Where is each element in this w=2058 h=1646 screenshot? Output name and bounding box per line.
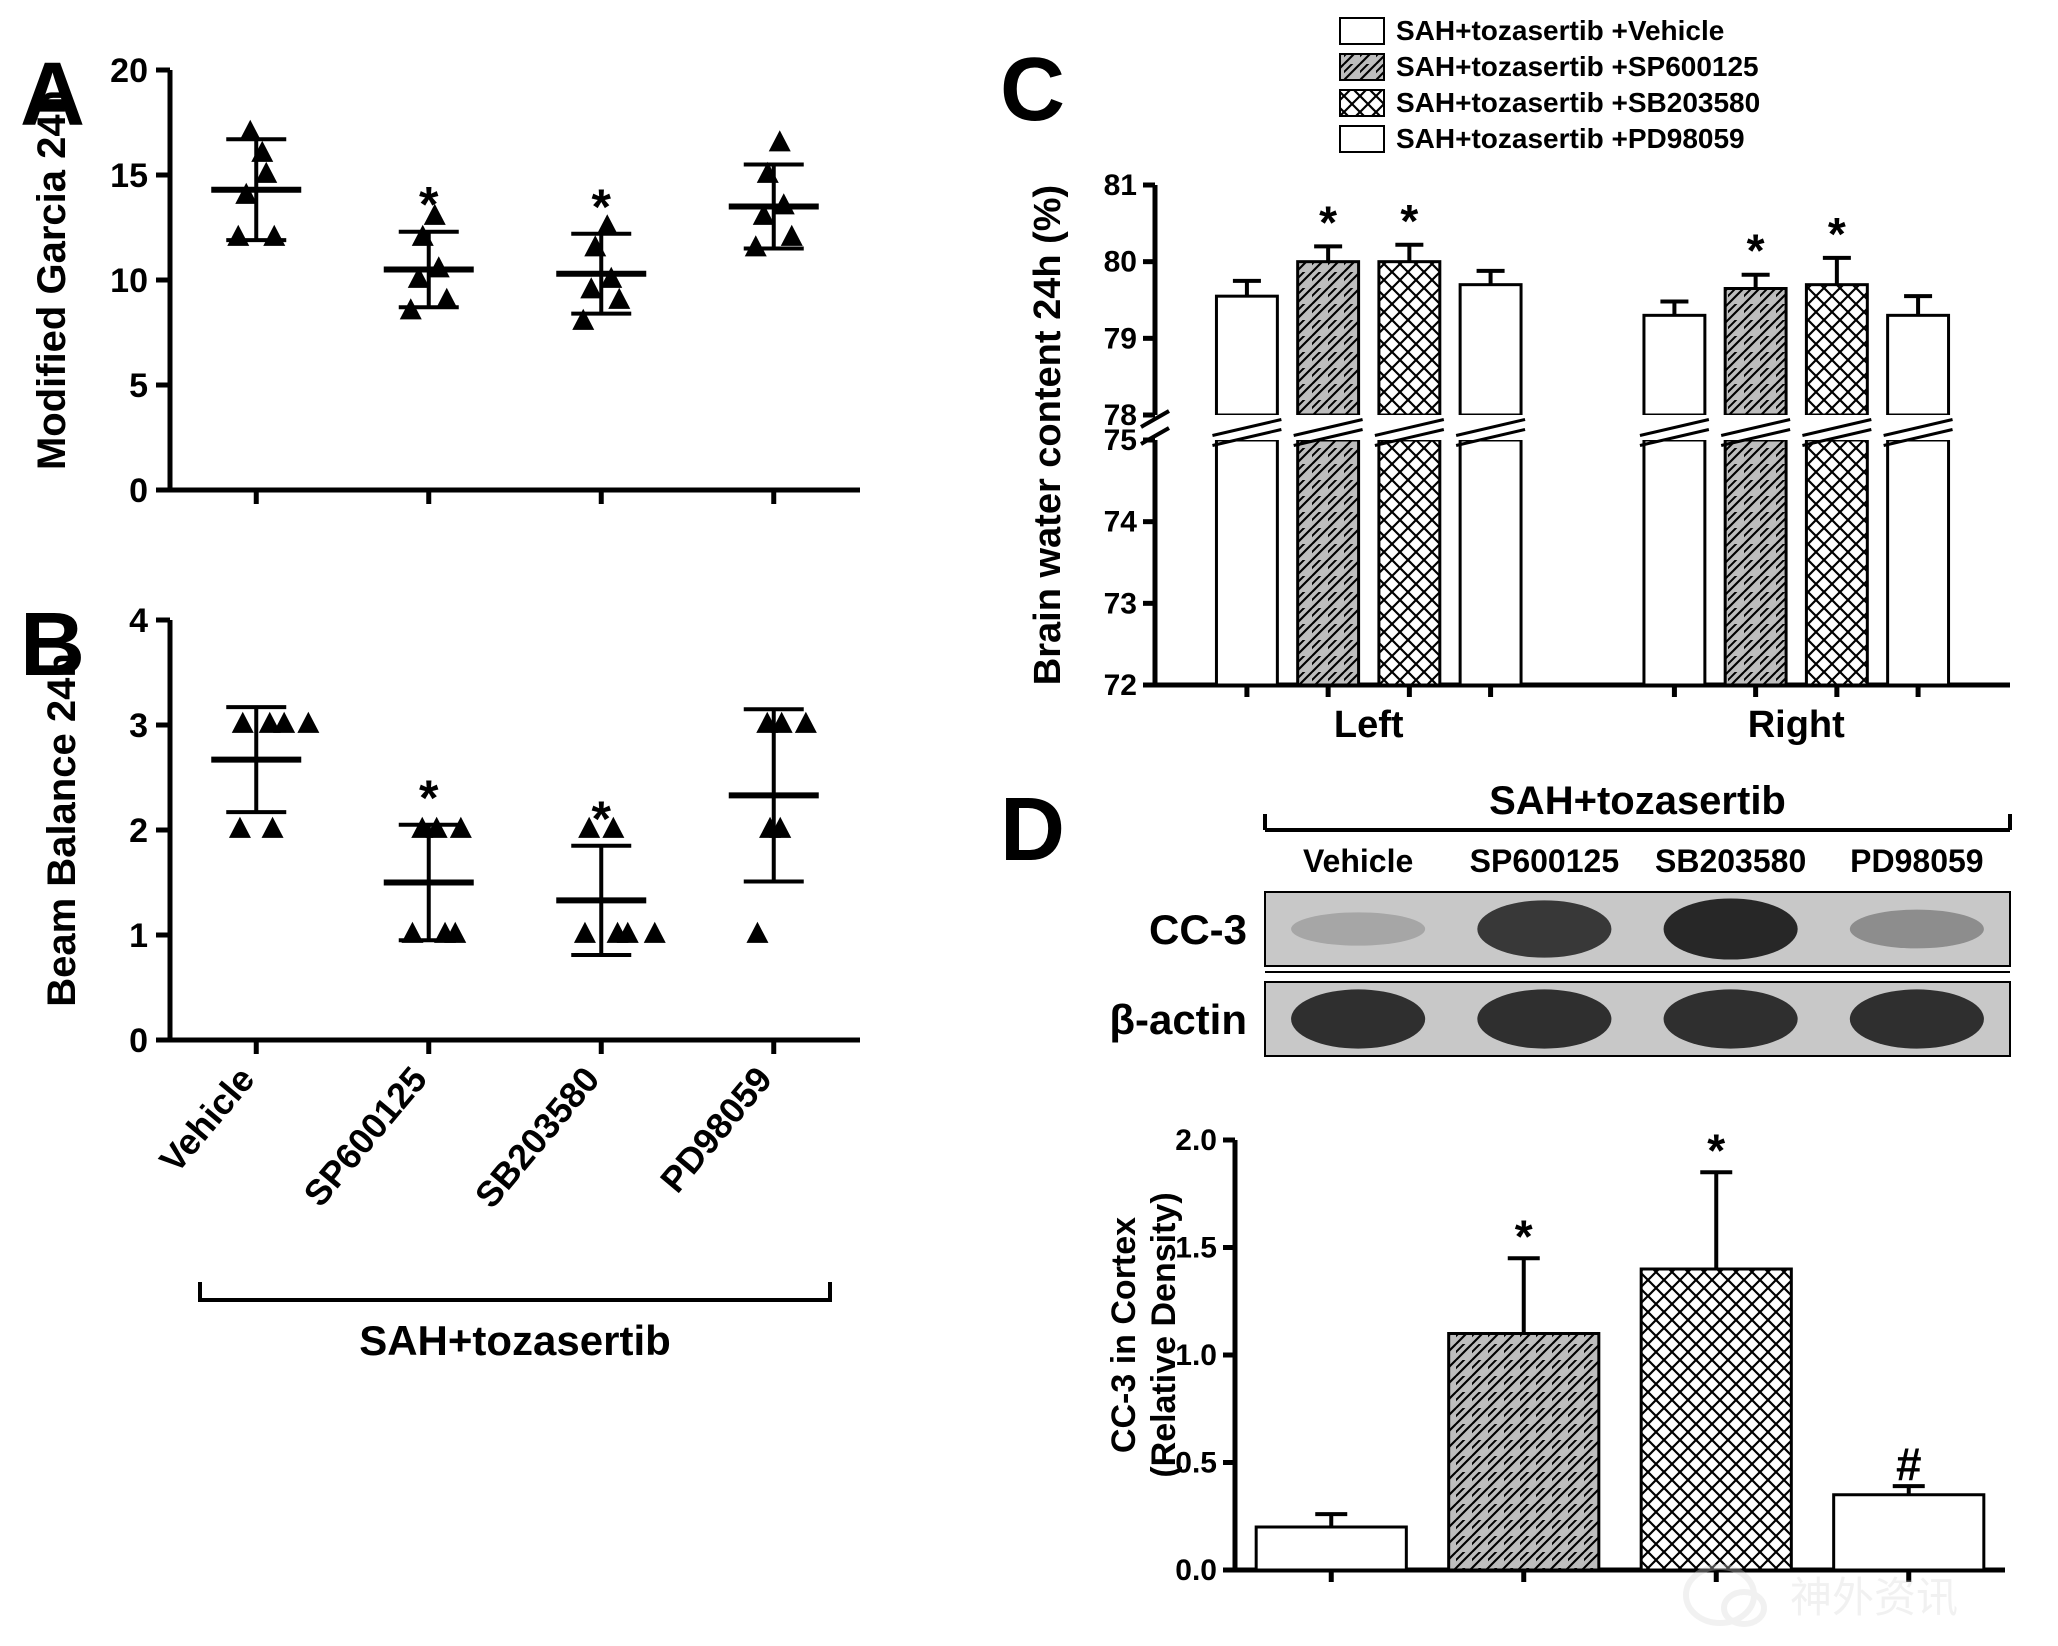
figure-root: A05101520Modified Garcia 24h**B01234Beam… — [0, 0, 2058, 1646]
panel-b-ytick: 0 — [129, 1022, 148, 1060]
panel-b-sig: * — [419, 770, 439, 826]
panel-d-lane: SP600125 — [1470, 843, 1619, 879]
panel-c-ylabel: Brain water content 24h (%) — [1027, 185, 1069, 685]
panel-d-group-title: SAH+tozasertib — [1489, 779, 1786, 823]
panel-c-bar — [1806, 285, 1867, 415]
panel-b-ylabel: Beam Balance 24h — [40, 653, 84, 1007]
panel-c-bar — [1888, 315, 1949, 415]
legend: SAH+tozasertib +Vehicle SAH+tozasertib +S… — [1340, 15, 1760, 154]
panel-d-sig: * — [1515, 1210, 1533, 1262]
panel-c-sig: * — [1828, 208, 1846, 260]
panel-a-ytick: 0 — [129, 472, 148, 510]
panel-d-rowlabel: β-actin — [1109, 996, 1247, 1043]
panel-d-sig: * — [1707, 1124, 1725, 1176]
panel-c-bar — [1888, 440, 1949, 685]
panel-a-ytick: 20 — [110, 52, 148, 90]
panel-c-sig: * — [1400, 195, 1418, 247]
panel-c-ytick: 74 — [1104, 506, 1138, 539]
watermark: 神外资讯 — [1686, 1567, 1958, 1624]
panel-d-rowlabel: CC-3 — [1149, 906, 1247, 953]
panel-b-xtick: Vehicle — [151, 1059, 262, 1180]
panel-c-bar — [1806, 440, 1867, 685]
panel-c-ytick: 80 — [1104, 246, 1137, 279]
panel-c-ytick: 79 — [1104, 322, 1137, 355]
panel-d-sig: # — [1896, 1438, 1922, 1490]
panel-b-ytick: 1 — [129, 917, 148, 955]
panel-c-sig: * — [1319, 196, 1337, 248]
panel-d-bar — [1641, 1269, 1791, 1570]
panel-d-band — [1477, 989, 1611, 1048]
panel-d-bar — [1449, 1334, 1599, 1571]
legend-label: SAH+tozasertib +SP600125 — [1396, 51, 1759, 82]
panel-d-bar — [1834, 1495, 1984, 1570]
panel-a: A05101520Modified Garcia 24h** — [20, 45, 860, 510]
legend-label: SAH+tozasertib +PD98059 — [1396, 123, 1745, 154]
panel-c-bar — [1644, 440, 1705, 685]
panel-d-band — [1477, 900, 1611, 957]
panel-d-band — [1850, 989, 1984, 1048]
panel-c-ytick: 72 — [1104, 669, 1137, 702]
panel-c-bar — [1216, 296, 1277, 415]
panel-c-ytick: 81 — [1104, 169, 1137, 202]
panel-d-band — [1291, 912, 1425, 945]
panel-b-xtick: SP600125 — [295, 1059, 434, 1214]
panel-b: B01234Beam Balance 24hVehicle*SP600125*S… — [20, 595, 860, 1364]
panel-d-lane: Vehicle — [1303, 843, 1413, 879]
panel-c-bar — [1725, 440, 1786, 685]
panel-d-band — [1291, 989, 1425, 1048]
panel-c-bar — [1379, 262, 1440, 415]
panel-c-ytick: 75 — [1104, 424, 1137, 457]
panel-d-ylabel1: CC-3 in Cortex — [1105, 1217, 1143, 1453]
panel-d-tag: D — [1000, 780, 1065, 880]
panel-d-lane: PD98059 — [1850, 843, 1983, 879]
panel-c-bar — [1460, 285, 1521, 415]
panel-b-xtick: PD98059 — [652, 1059, 780, 1200]
watermark-text: 神外资讯 — [1790, 1574, 1958, 1621]
legend-label: SAH+tozasertib +SB203580 — [1396, 87, 1760, 118]
panel-a-ylabel: Modified Garcia 24h — [30, 90, 74, 470]
panel-c-tag: C — [1000, 40, 1065, 140]
panel-d-bar — [1256, 1527, 1406, 1570]
panel-c-bar — [1725, 289, 1786, 416]
panel-c-ytick: 73 — [1104, 587, 1137, 620]
panel-b-ytick: 4 — [129, 602, 148, 640]
legend-swatch — [1340, 54, 1384, 80]
panel-a-sig: * — [592, 179, 612, 235]
panel-b-sig: * — [592, 791, 612, 847]
panel-b-ytick: 2 — [129, 812, 148, 850]
panel-b-ytick: 3 — [129, 707, 148, 745]
panel-d-ytick: 2.0 — [1175, 1124, 1217, 1157]
panel-a-ytick: 5 — [129, 367, 148, 405]
panel-d-lane: SB203580 — [1655, 843, 1806, 879]
legend-swatch — [1340, 18, 1384, 44]
panel-d-band — [1664, 989, 1798, 1048]
panel-c-bar — [1644, 315, 1705, 415]
panel-a-ytick: 15 — [110, 157, 148, 195]
panel-d-band — [1664, 898, 1798, 959]
panel-c-bar — [1379, 440, 1440, 685]
panel-c-bar — [1216, 440, 1277, 685]
legend-swatch — [1340, 90, 1384, 116]
panel-d-band — [1850, 910, 1984, 949]
panel-c-group: Left — [1334, 704, 1404, 746]
panel-a-sig: * — [419, 177, 439, 233]
panel-b-xtick: SB203580 — [467, 1059, 608, 1216]
panel-d: D SAH+tozasertib Vehicle SP600125 SB203580 PD… — [1000, 779, 2010, 1587]
panel-d-ytick: 0.0 — [1175, 1554, 1217, 1587]
panel-c-bar — [1298, 262, 1359, 415]
panel-d-ylabel2: (Relative Density) — [1145, 1192, 1183, 1477]
panel-c-sig: * — [1747, 225, 1765, 277]
panel-b-group-label: SAH+tozasertib — [359, 1317, 671, 1364]
panel-c-bar — [1460, 440, 1521, 685]
panel-c-group: Right — [1748, 704, 1845, 746]
panel-c-bar — [1298, 440, 1359, 685]
legend-label: SAH+tozasertib +Vehicle — [1396, 15, 1724, 46]
panel-a-ytick: 10 — [110, 262, 148, 300]
legend-swatch — [1340, 126, 1384, 152]
